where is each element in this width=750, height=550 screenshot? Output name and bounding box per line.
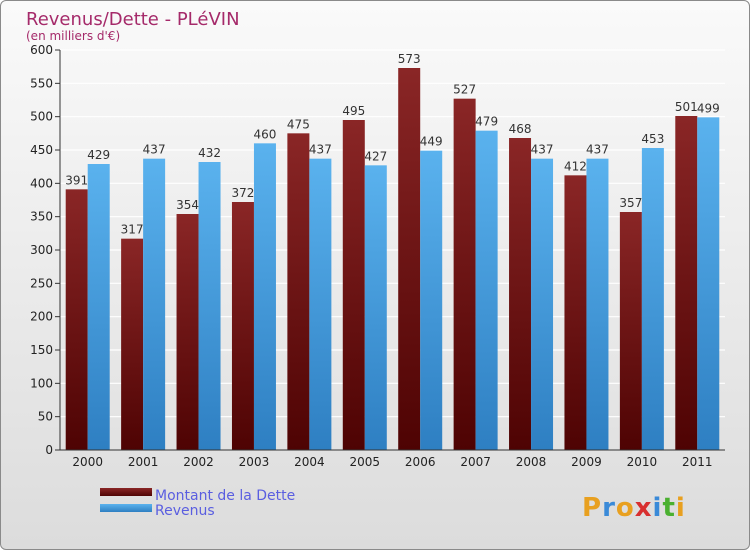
data-label: 453 (641, 132, 664, 146)
bar-dette (287, 133, 310, 451)
chart-subtitle: (en milliers d'€) (26, 29, 120, 43)
x-tick-label: 2004 (294, 455, 325, 469)
y-tick-label: 100 (30, 376, 53, 390)
bar-dette (564, 175, 587, 451)
y-tick-label: 400 (30, 176, 53, 190)
data-label: 391 (65, 173, 88, 187)
y-tick-label: 50 (38, 410, 53, 424)
y-tick-label: 350 (30, 210, 53, 224)
data-label: 429 (87, 148, 110, 162)
data-label: 437 (531, 143, 554, 157)
y-tick-label: 300 (30, 243, 53, 257)
bar-revenus (309, 158, 332, 450)
data-label: 372 (232, 186, 255, 200)
bars (65, 68, 720, 451)
chart-title: Revenus/Dette - PLéVIN (26, 9, 240, 30)
bar-revenus (87, 164, 110, 450)
y-tick-label: 0 (45, 443, 53, 457)
x-tick-label: 2009 (571, 455, 602, 469)
legend-label-debt: Montant de la Dette (155, 488, 295, 504)
data-label: 501 (675, 100, 698, 114)
x-tick-label: 2007 (460, 455, 491, 469)
bar-dette (453, 98, 476, 451)
bar-dette (65, 189, 88, 451)
data-label: 437 (143, 143, 166, 157)
logo-letter: o (616, 493, 635, 523)
logo-letter: x (635, 493, 653, 523)
y-tick-label: 500 (30, 110, 53, 124)
bar-revenus (475, 130, 498, 450)
logo-letter: i (676, 493, 686, 523)
bar-dette (675, 116, 698, 450)
bar-revenus (420, 150, 443, 450)
x-tick-label: 2008 (516, 455, 547, 469)
y-axis-ticks: 0 50 100 150 200 250 300 350 400 450 500 550 600 (30, 43, 60, 457)
logo-letter: P (582, 493, 602, 523)
x-tick-label: 2000 (72, 455, 103, 469)
x-tick-label: 2005 (350, 455, 381, 469)
data-label: 460 (254, 127, 277, 141)
logo-letter: i (653, 493, 663, 523)
data-label: 317 (121, 223, 144, 237)
bar-revenus (143, 158, 166, 450)
y-tick-label: 200 (30, 310, 53, 324)
bar-dette (398, 68, 421, 450)
data-label: 573 (398, 52, 421, 66)
data-label: 354 (176, 198, 199, 212)
legend-swatch-debt (100, 488, 152, 496)
bar-revenus (641, 148, 664, 450)
y-tick-label: 550 (30, 76, 53, 90)
data-label: 479 (475, 115, 498, 129)
proxiti-logo: Proxiti (582, 493, 686, 523)
bar-dette (176, 214, 199, 450)
x-axis-ticks: 2000 2001 2002 2003 2004 2005 2006 2007 2008 2009… (72, 455, 712, 469)
x-tick-label: 2002 (183, 455, 214, 469)
data-label: 437 (586, 143, 609, 157)
data-label: 468 (509, 122, 532, 136)
y-tick-label: 250 (30, 276, 53, 290)
y-tick-label: 450 (30, 143, 53, 157)
data-label: 449 (420, 135, 443, 149)
logo-letter: r (602, 493, 616, 523)
data-label: 427 (364, 149, 387, 163)
bar-dette (342, 120, 365, 450)
bar-dette (121, 238, 144, 450)
x-tick-label: 2010 (627, 455, 658, 469)
x-tick-label: 2006 (405, 455, 436, 469)
bar-revenus (697, 117, 720, 450)
x-tick-label: 2001 (128, 455, 159, 469)
bar-dette (231, 202, 254, 450)
data-labels: 391 429 317 437 354 432 372 460 475 437 495 427 573 4… (65, 52, 719, 237)
data-label: 527 (453, 83, 476, 97)
data-label: 357 (619, 196, 642, 210)
bar-dette (619, 212, 642, 450)
x-tick-label: 2011 (682, 455, 713, 469)
logo-letter: t (662, 493, 675, 523)
data-label: 432 (198, 146, 221, 160)
bar-revenus (531, 158, 554, 450)
y-tick-label: 600 (30, 43, 53, 57)
data-label: 499 (697, 101, 720, 115)
data-label: 437 (309, 143, 332, 157)
x-tick-label: 2003 (239, 455, 270, 469)
legend: Montant de la Dette Revenus (100, 488, 295, 519)
bar-revenus (364, 165, 387, 451)
bar-revenus (253, 143, 276, 451)
y-tick-label: 150 (30, 343, 53, 357)
grid (60, 49, 725, 418)
data-label: 475 (287, 117, 310, 131)
legend-swatch-revenus (100, 504, 152, 512)
bar-revenus (198, 162, 221, 450)
data-label: 495 (342, 104, 365, 118)
bar-revenus (586, 158, 609, 450)
data-label: 412 (564, 159, 587, 173)
legend-label-revenus: Revenus (155, 503, 215, 519)
bar-dette (509, 138, 532, 450)
